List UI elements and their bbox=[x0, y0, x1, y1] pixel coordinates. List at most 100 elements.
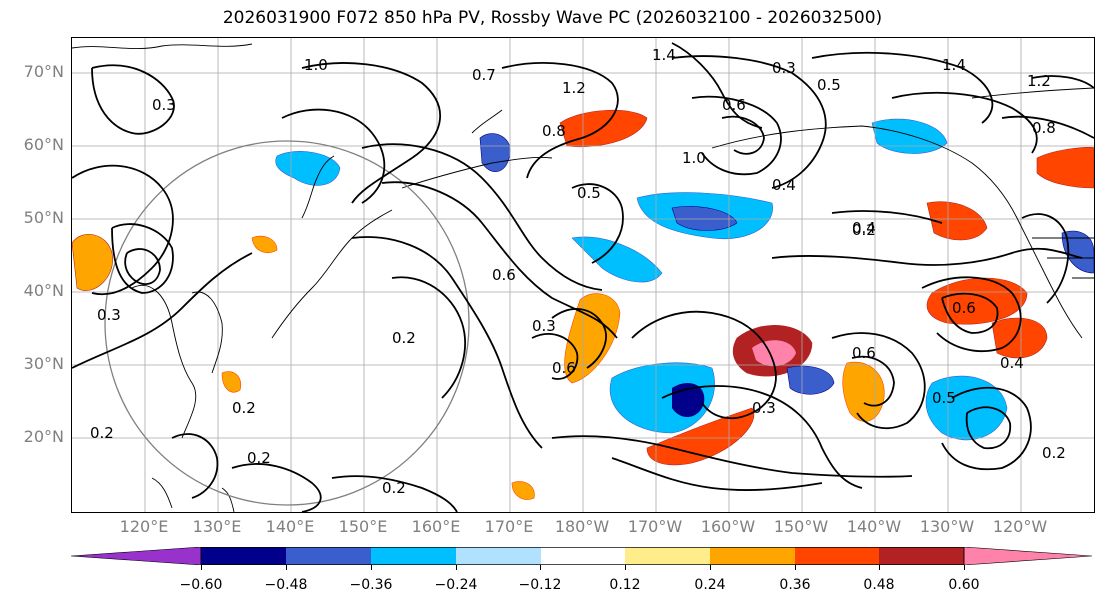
lon-label-150w: 150°W bbox=[773, 517, 829, 536]
contour-label: 0.8 bbox=[1032, 119, 1056, 137]
negative-anomaly-patch bbox=[275, 151, 341, 186]
positive-anomaly-patch bbox=[564, 293, 621, 384]
lon-label-140w: 140°W bbox=[846, 517, 902, 536]
colorbar-tick-mark bbox=[879, 565, 880, 570]
contour-label: 0.5 bbox=[932, 389, 956, 407]
contour-label: 0.3 bbox=[772, 59, 796, 77]
colorbar-segment bbox=[710, 547, 795, 565]
contour-label: 0.6 bbox=[492, 266, 516, 284]
lon-label-120e: 120°E bbox=[119, 517, 169, 536]
colorbar-tick-label: 0.60 bbox=[948, 577, 980, 593]
lon-label-150e: 150°E bbox=[338, 517, 388, 536]
colorbar-segment bbox=[286, 547, 371, 565]
contour-label: 0.3 bbox=[152, 96, 176, 114]
positive-anomaly-patch bbox=[842, 361, 885, 422]
colorbar-segment bbox=[371, 547, 456, 565]
colorbar-tick-mark bbox=[201, 565, 202, 570]
positive-anomaly-patch bbox=[221, 371, 242, 393]
colorbar-tick-label: 0.24 bbox=[694, 577, 726, 593]
colorbar-tick-mark bbox=[625, 565, 626, 570]
colorbar-tick-mark bbox=[964, 565, 965, 570]
lon-label-140e: 140°E bbox=[265, 517, 315, 536]
negative-anomaly-patch bbox=[786, 365, 835, 395]
colorbar-tick-mark bbox=[286, 565, 287, 570]
colorbar-outline bbox=[200, 547, 965, 565]
contour-label: 0.6 bbox=[852, 344, 876, 362]
contour-label: 0.4 bbox=[1000, 354, 1024, 372]
colorbar-segment-highest bbox=[963, 547, 1093, 565]
contour-label: 0.4 bbox=[772, 176, 796, 194]
contour-label: 1.0 bbox=[304, 56, 328, 74]
contour-label: 0.2 bbox=[852, 221, 876, 239]
contour-label: 1.2 bbox=[562, 79, 586, 97]
colorbar-tick-mark bbox=[456, 565, 457, 570]
colorbar-tick-label: −0.24 bbox=[434, 577, 478, 593]
positive-anomaly-patch bbox=[752, 340, 796, 367]
contour-label: 0.2 bbox=[392, 329, 416, 347]
contour-label: 1.4 bbox=[652, 46, 676, 64]
colorbar-tick-label: 0.12 bbox=[609, 577, 641, 593]
contour-label: 0.2 bbox=[1042, 444, 1066, 462]
colorbar-tick-mark bbox=[710, 565, 711, 570]
figure-title: 2026031900 F072 850 hPa PV, Rossby Wave … bbox=[222, 8, 883, 28]
contour-label: 0.2 bbox=[247, 449, 271, 467]
lat-label-50n: 50°N bbox=[23, 208, 64, 227]
lon-label-130w: 130°W bbox=[919, 517, 975, 536]
colorbar-tick-label: −0.48 bbox=[264, 577, 308, 593]
negative-anomaly-patch bbox=[925, 375, 1008, 441]
anomaly-shading bbox=[72, 109, 1094, 500]
lon-label-160e: 160°E bbox=[411, 517, 461, 536]
map-svg: 1.0 0.7 1.2 1.4 0.3 0.5 0.8 1.0 0.6 0.4 … bbox=[72, 38, 1094, 512]
negative-anomaly-patch bbox=[871, 118, 948, 154]
colorbar-tick-label: 0.36 bbox=[779, 577, 811, 593]
contour-label: 0.6 bbox=[722, 96, 746, 114]
positive-anomaly-patch bbox=[926, 201, 988, 241]
graticule bbox=[72, 38, 1094, 512]
contour-label: 0.2 bbox=[90, 424, 114, 442]
contour-label: 0.6 bbox=[952, 299, 976, 317]
reference-circle bbox=[104, 140, 470, 506]
negative-anomaly-patch bbox=[571, 236, 663, 283]
contour-label: 0.5 bbox=[817, 76, 841, 94]
lat-label-40n: 40°N bbox=[23, 281, 64, 300]
lon-label-180w: 180°W bbox=[554, 517, 610, 536]
contour-label: 1.2 bbox=[1027, 72, 1051, 90]
lat-label-30n: 30°N bbox=[23, 354, 64, 373]
contour-label: 1.4 bbox=[942, 56, 966, 74]
colorbar-tick-label: −0.12 bbox=[518, 577, 562, 593]
colorbar-tick-mark bbox=[795, 565, 796, 570]
lon-label-130e: 130°E bbox=[192, 517, 242, 536]
contour-label: 0.8 bbox=[542, 122, 566, 140]
positive-anomaly-patch bbox=[1036, 147, 1094, 189]
contour-label: 0.6 bbox=[552, 359, 576, 377]
positive-anomaly-patch bbox=[991, 317, 1048, 359]
colorbar bbox=[71, 547, 1093, 565]
positive-anomaly-patch bbox=[646, 407, 755, 466]
contour-label: 0.2 bbox=[382, 479, 406, 497]
positive-anomaly-patch bbox=[251, 235, 278, 253]
lat-label-70n: 70°N bbox=[23, 62, 64, 81]
contour-label: 0.7 bbox=[472, 66, 496, 84]
contour-label: 0.5 bbox=[577, 184, 601, 202]
contour-label: 0.2 bbox=[232, 399, 256, 417]
colorbar-tick-mark bbox=[371, 565, 372, 570]
positive-anomaly-patch bbox=[511, 481, 535, 500]
lat-label-60n: 60°N bbox=[23, 135, 64, 154]
colorbar-tick-label: 0.48 bbox=[863, 577, 895, 593]
colorbar-tick-label: −0.60 bbox=[179, 577, 223, 593]
colorbar-segment bbox=[201, 547, 286, 565]
negative-anomaly-patch bbox=[479, 133, 511, 172]
colorbar-segment bbox=[456, 547, 541, 565]
lon-label-170w: 170°W bbox=[627, 517, 683, 536]
colorbar-segment bbox=[879, 547, 964, 565]
contour-label: 0.3 bbox=[97, 306, 121, 324]
colorbar-segment bbox=[795, 547, 879, 565]
lon-label-160w: 160°W bbox=[700, 517, 756, 536]
contour-label: 0.3 bbox=[752, 399, 776, 417]
contour-label: 0.4 bbox=[852, 219, 876, 237]
lon-label-120w: 120°W bbox=[992, 517, 1048, 536]
contour-label: 0.3 bbox=[532, 317, 556, 335]
contour-label: 1.0 bbox=[682, 149, 706, 167]
coastlines bbox=[72, 43, 1094, 512]
contour-label-group: 1.0 0.7 1.2 1.4 0.3 0.5 0.8 1.0 0.6 0.4 … bbox=[90, 46, 1066, 497]
